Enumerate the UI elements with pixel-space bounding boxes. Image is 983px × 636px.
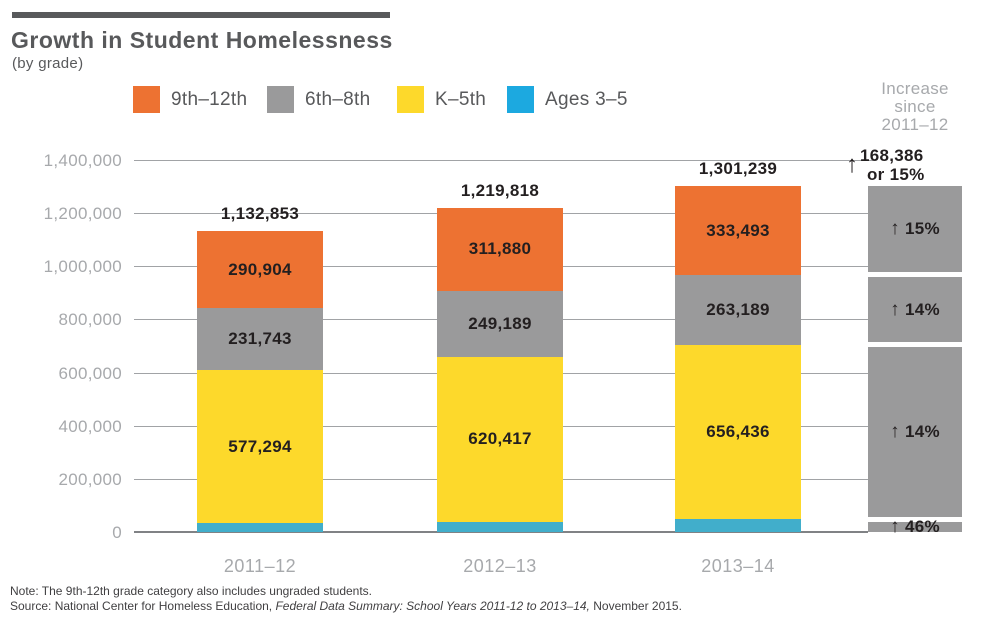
increase-percent-label: ↑ 14% xyxy=(890,298,940,320)
increase-connector-line xyxy=(836,160,874,161)
note-line: Note: The 9th-12th grade category also i… xyxy=(10,584,373,598)
source-italic: Federal Data Summary: School Years 2011-… xyxy=(275,599,590,613)
y-axis-tick-label: 600,000 xyxy=(58,363,122,383)
increase-header: Increase since 2011–12 xyxy=(868,80,962,134)
legend-label: K–5th xyxy=(435,88,487,110)
bar-total-label: 1,132,853 xyxy=(220,203,300,223)
y-axis-tick-label: 400,000 xyxy=(58,416,122,436)
increase-percent-label: ↑ 46% xyxy=(890,515,940,537)
bar-value-label: 577,294 xyxy=(228,436,292,456)
legend-item-ages-3-5: Ages 3–5 xyxy=(507,86,628,113)
bar-segment-k-5th xyxy=(675,344,801,520)
y-axis-tick-label: 1,200,000 xyxy=(43,204,122,224)
bar-segment-ages-3-5 xyxy=(197,523,323,532)
x-axis-label: 2012–13 xyxy=(463,556,537,576)
bar-segment-ages-3-5 xyxy=(675,519,801,532)
bar-value-label: 656,436 xyxy=(706,422,770,441)
bar-segment-ages-3-5 xyxy=(437,521,563,532)
legend-label: 6th–8th xyxy=(305,88,371,110)
x-axis-baseline xyxy=(134,531,868,533)
up-arrow-icon: ↑ xyxy=(890,515,900,537)
increase-total: ↑ 168,386 or 15% xyxy=(846,146,925,184)
bar-value-label: 620,417 xyxy=(468,429,532,449)
legend-item-9th-12th: 9th–12th xyxy=(133,86,247,113)
x-axis-label: 2011–12 xyxy=(223,556,297,576)
increase-header-line: Increase xyxy=(881,79,949,98)
y-axis-tick-label: 1,400,000 xyxy=(43,151,122,170)
footnotes: Note: The 9th-12th grade category also i… xyxy=(10,584,682,613)
bar-value-label: 263,189 xyxy=(706,299,770,319)
increase-block: ↑ 14% xyxy=(868,277,962,343)
gridline xyxy=(134,160,874,161)
bar-value-label: 311,880 xyxy=(468,239,532,259)
bar-value-label: 231,743 xyxy=(228,329,292,349)
title-rule xyxy=(12,12,390,18)
page-title: Growth in Student Homelessness xyxy=(11,27,393,53)
bar-total-label: 1,219,818 xyxy=(460,180,540,200)
up-arrow-icon: ↑ xyxy=(890,420,900,442)
bar-segment-6th-8th xyxy=(437,290,563,357)
increase-total-suffix: or 15% xyxy=(867,165,925,184)
legend-label: Ages 3–5 xyxy=(545,88,628,110)
y-axis-tick-label: 1,000,000 xyxy=(43,257,122,277)
legend-swatch-icon xyxy=(397,86,424,113)
increase-total-value: 168,386 xyxy=(860,146,924,165)
bar-segment-6th-8th xyxy=(197,308,323,370)
legend-item-6th-8th: 6th–8th xyxy=(267,86,371,113)
bar-segment-9th-12th xyxy=(675,186,801,275)
legend-label: 9th–12th xyxy=(171,88,248,110)
legend-swatch-icon xyxy=(133,86,160,113)
legend-swatch-icon xyxy=(267,86,294,113)
bar-value-label: 333,493 xyxy=(706,220,770,240)
page-subtitle: (by grade) xyxy=(12,55,84,72)
increase-header-line: since xyxy=(894,97,936,116)
bar-segment-k-5th xyxy=(197,369,323,524)
increase-percent-label: ↑ 14% xyxy=(890,420,940,442)
y-axis-tick-label: 800,000 xyxy=(58,310,122,330)
y-axis-tick-label: 200,000 xyxy=(58,469,122,489)
legend-swatch-icon xyxy=(507,86,534,113)
y-axis-tick-label: 0 xyxy=(112,523,122,542)
bar-segment-6th-8th xyxy=(675,274,801,345)
legend-item-k-5th: K–5th xyxy=(397,86,486,113)
up-arrow-icon: ↑ xyxy=(846,151,858,178)
up-arrow-icon: ↑ xyxy=(890,218,900,240)
increase-block: ↑ 14% xyxy=(868,347,962,517)
source-line: Source: National Center for Homeless Edu… xyxy=(10,599,682,613)
increase-block: ↑ 15% xyxy=(868,186,962,273)
bar-total-label: 1,301,239 xyxy=(698,159,778,179)
x-axis-label: 2013–14 xyxy=(701,556,775,576)
up-arrow-icon: ↑ xyxy=(890,298,900,320)
increase-header-line: 2011–12 xyxy=(881,115,949,134)
bar-value-label: 290,904 xyxy=(228,259,292,279)
increase-percent-label: ↑ 15% xyxy=(890,218,940,240)
bar-value-label: 249,189 xyxy=(468,313,532,333)
bar-segment-9th-12th xyxy=(437,207,563,291)
bar-segment-9th-12th xyxy=(197,230,323,309)
increase-block: ↑ 46% xyxy=(868,516,962,537)
bar-segment-k-5th xyxy=(437,356,563,522)
